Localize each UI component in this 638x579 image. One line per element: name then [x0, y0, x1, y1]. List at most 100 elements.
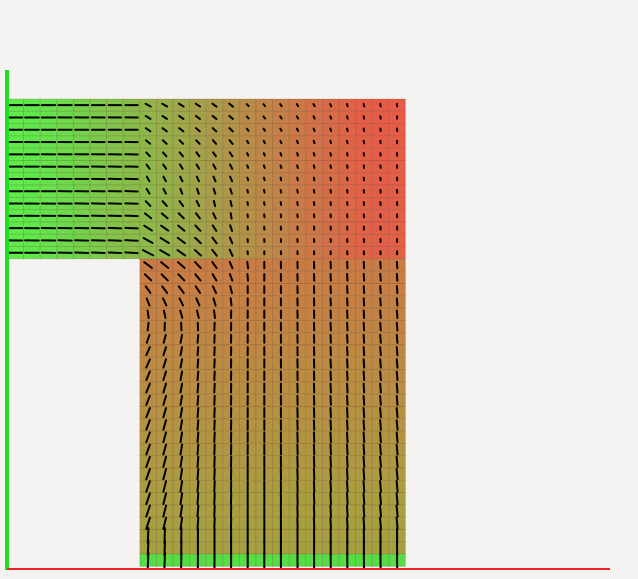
- velocity-arrow: [179, 382, 184, 394]
- velocity-arrow: [362, 382, 366, 394]
- velocity-arrow: [395, 480, 399, 493]
- velocity-arrow: [178, 127, 185, 133]
- velocity-arrow: [162, 333, 167, 344]
- velocity-arrow: [145, 407, 151, 419]
- velocity-arrow: [161, 115, 168, 120]
- velocity-arrow: [379, 443, 382, 456]
- velocity-arrow: [379, 492, 382, 506]
- velocity-arrow: [395, 419, 399, 431]
- velocity-arrow: [229, 285, 233, 295]
- velocity-arrow: [279, 176, 283, 182]
- velocity-arrow: [312, 164, 316, 169]
- velocity-arrow: [346, 431, 349, 444]
- velocity-arrow: [395, 272, 399, 282]
- velocity-arrow: [179, 431, 184, 444]
- velocity-arrow: [362, 492, 366, 506]
- velocity-arrow: [196, 358, 200, 369]
- velocity-arrow: [279, 139, 283, 145]
- velocity-arrow: [162, 467, 168, 481]
- velocity-arrow: [161, 139, 168, 145]
- velocity-arrow: [124, 226, 139, 230]
- velocity-arrow: [162, 431, 168, 444]
- velocity-arrow: [213, 309, 216, 319]
- velocity-arrow: [211, 248, 218, 257]
- velocity-arrow: [346, 419, 349, 431]
- velocity-arrow: [145, 419, 151, 431]
- velocity-arrow: [379, 504, 382, 518]
- velocity-arrow: [329, 115, 333, 120]
- velocity-arrow: [145, 151, 151, 158]
- velocity-arrow: [177, 224, 186, 232]
- velocity-arrow: [362, 333, 366, 344]
- velocity-arrow: [162, 455, 168, 468]
- velocity-arrow: [145, 492, 151, 506]
- velocity-arrow: [329, 127, 333, 132]
- velocity-arrow: [162, 516, 168, 531]
- velocity-arrow: [295, 115, 300, 120]
- velocity-arrow: [179, 480, 184, 493]
- velocity-arrow: [379, 467, 382, 481]
- velocity-arrow: [142, 249, 155, 257]
- velocity-arrow: [229, 175, 234, 183]
- velocity-arrow: [179, 455, 184, 468]
- velocity-arrow: [161, 200, 168, 207]
- velocity-arrow: [262, 164, 266, 169]
- velocity-arrow: [379, 370, 382, 382]
- velocity-arrow: [196, 407, 200, 419]
- velocity-arrow: [196, 431, 200, 444]
- velocity-arrow: [362, 102, 366, 108]
- velocity-arrow: [329, 152, 332, 157]
- velocity-arrow: [179, 516, 184, 531]
- velocity-arrow: [279, 103, 283, 108]
- velocity-arrow: [145, 382, 151, 394]
- velocity-arrow: [146, 551, 150, 569]
- velocity-arrow: [345, 480, 349, 493]
- velocity-arrow: [162, 370, 168, 381]
- velocity-arrow: [211, 224, 218, 232]
- velocity-arrow: [379, 407, 382, 419]
- velocity-arrow: [177, 261, 186, 269]
- velocity-arrow: [145, 297, 151, 307]
- velocity-arrow: [329, 139, 333, 145]
- velocity-arrow: [145, 394, 151, 406]
- velocity-arrow: [212, 151, 217, 158]
- velocity-arrow: [194, 102, 202, 108]
- velocity-arrow: [329, 492, 332, 506]
- velocity-arrow: [228, 139, 234, 145]
- velocity-arrow: [395, 443, 399, 456]
- velocity-arrow: [144, 200, 152, 207]
- velocity-arrow: [362, 346, 366, 357]
- velocity-arrow: [228, 127, 234, 133]
- velocity-arrow: [395, 309, 399, 319]
- velocity-arrow: [195, 297, 201, 307]
- velocity-arrow: [162, 419, 168, 431]
- velocity-arrow: [196, 443, 200, 456]
- velocity-arrow: [178, 151, 184, 158]
- velocity-arrow: [162, 504, 168, 518]
- velocity-arrow: [163, 551, 166, 569]
- velocity-arrow: [144, 285, 152, 294]
- velocity-arrow: [395, 394, 399, 406]
- velocity-arrow: [279, 127, 283, 132]
- velocity-arrow: [395, 358, 399, 369]
- velocity-arrow: [312, 127, 316, 132]
- velocity-arrow: [245, 115, 250, 120]
- velocity-arrow: [212, 163, 217, 170]
- velocity-arrow: [229, 199, 233, 208]
- velocity-arrow: [329, 103, 333, 108]
- velocity-arrow: [296, 139, 299, 145]
- velocity-arrow: [379, 358, 382, 369]
- velocity-arrow: [379, 455, 382, 468]
- velocity-arrow: [196, 187, 200, 195]
- velocity-arrow: [312, 115, 316, 120]
- velocity-arrow: [144, 115, 152, 120]
- velocity-arrow: [262, 176, 266, 182]
- velocity-arrow: [346, 407, 349, 419]
- velocity-arrow: [160, 224, 170, 232]
- velocity-arrow: [246, 152, 250, 157]
- velocity-arrow: [395, 370, 399, 382]
- velocity-arrow: [296, 164, 299, 169]
- velocity-arrow: [107, 239, 123, 242]
- velocity-arrow: [246, 139, 250, 145]
